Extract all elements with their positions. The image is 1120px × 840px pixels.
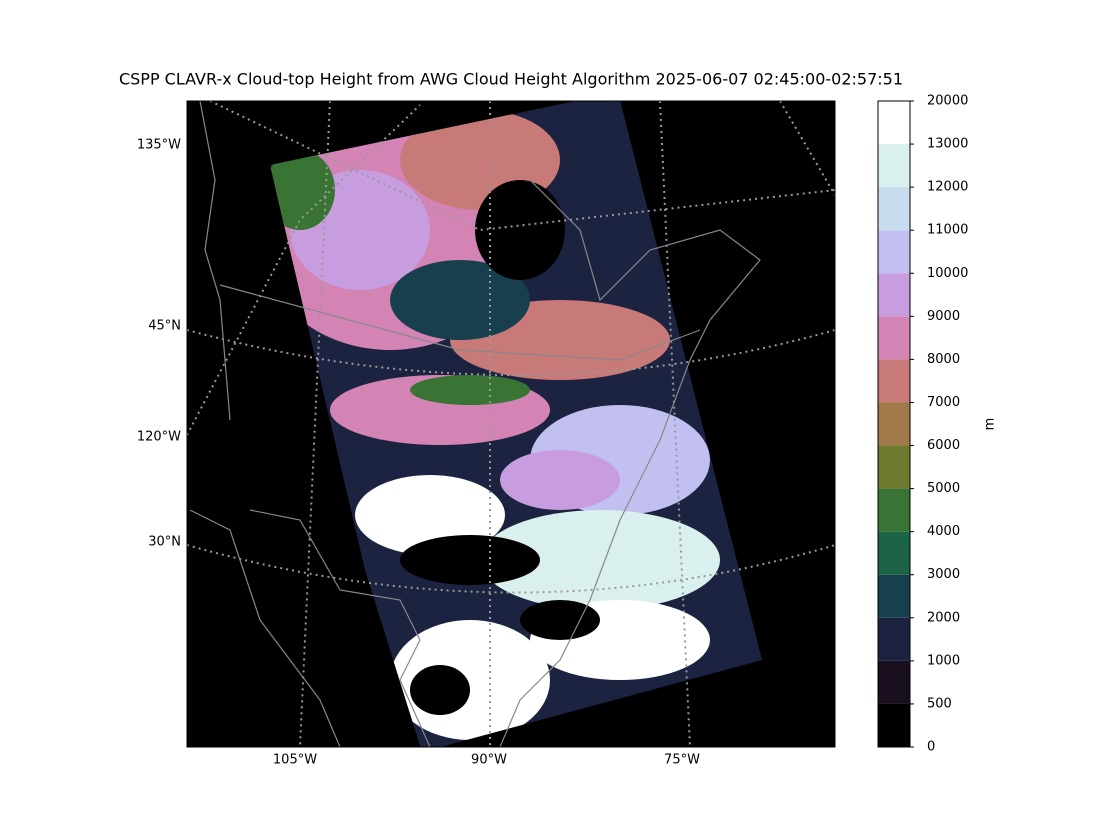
graticule [187, 329, 835, 376]
colorbar-segment [878, 617, 910, 661]
colorbar-tick-label: 500 [927, 696, 952, 711]
colorbar-segment [878, 703, 910, 747]
colorbar-tick-label: 10000 [927, 266, 968, 281]
colorbar-tick-label: 1000 [927, 653, 960, 668]
colorbar-tick-label: 5000 [927, 481, 960, 496]
border [219, 284, 701, 361]
colorbar-segment [878, 488, 910, 532]
colorbar-tick-label: 20000 [927, 94, 968, 109]
colorbar-label: m [983, 418, 998, 431]
colorbar-tick-label: 11000 [927, 223, 968, 238]
lat-lon-label: 135°W [137, 138, 181, 153]
colorbar-tick-label: 9000 [927, 309, 960, 324]
colorbar-segment [878, 445, 910, 489]
colorbar-tick-label: 12000 [927, 180, 968, 195]
lon-label: 75°W [664, 753, 700, 768]
colorbar: 0 500 1000 2000 3000 4000 5000 6000 7000 8000 9000… [877, 94, 968, 755]
map [187, 101, 835, 747]
coastline [199, 101, 231, 421]
colorbar-segment [878, 359, 910, 403]
colorbar-tick-label: 6000 [927, 438, 960, 453]
coastline [499, 179, 761, 747]
lon-label: 105°W [273, 753, 317, 768]
graticule [779, 101, 835, 196]
colorbar-segment [878, 531, 910, 575]
lat-lon-label: 30°N [148, 535, 181, 550]
colorbar-segment [878, 144, 910, 188]
map-labels: 135°W 45°N 120°W 30°N 105°W 90°W 75°W [137, 138, 700, 768]
colorbar-segment [878, 187, 910, 231]
colorbar-tick-label: 2000 [927, 610, 960, 625]
map-frame [186, 100, 836, 748]
colorbar-frame [877, 100, 911, 748]
colorbar-segment [878, 230, 910, 274]
colorbar-tick-label: 13000 [927, 137, 968, 152]
colorbar-segment [878, 574, 910, 618]
colorbar-tick-label: 3000 [927, 567, 960, 582]
colorbar-segment [878, 273, 910, 317]
cloud-swath [270, 101, 762, 747]
graticule [187, 544, 835, 594]
colorbar-segment [878, 402, 910, 446]
colorbar-tick-label: 0 [927, 740, 935, 755]
title: CSPP CLAVR-x Cloud-top Height from AWG C… [119, 70, 903, 89]
lat-lon-label: 45°N [148, 319, 181, 334]
colorbar-segment [878, 101, 910, 145]
coastline [189, 509, 341, 747]
colorbar-tick-label: 4000 [927, 524, 960, 539]
lon-label: 90°W [471, 753, 507, 768]
colorbar-segment [878, 660, 910, 704]
colorbar-tick-label: 7000 [927, 395, 960, 410]
border [249, 509, 431, 747]
colorbar-tick-label: 8000 [927, 352, 960, 367]
colorbar-segment [878, 316, 910, 360]
lat-lon-label: 120°W [137, 430, 181, 445]
